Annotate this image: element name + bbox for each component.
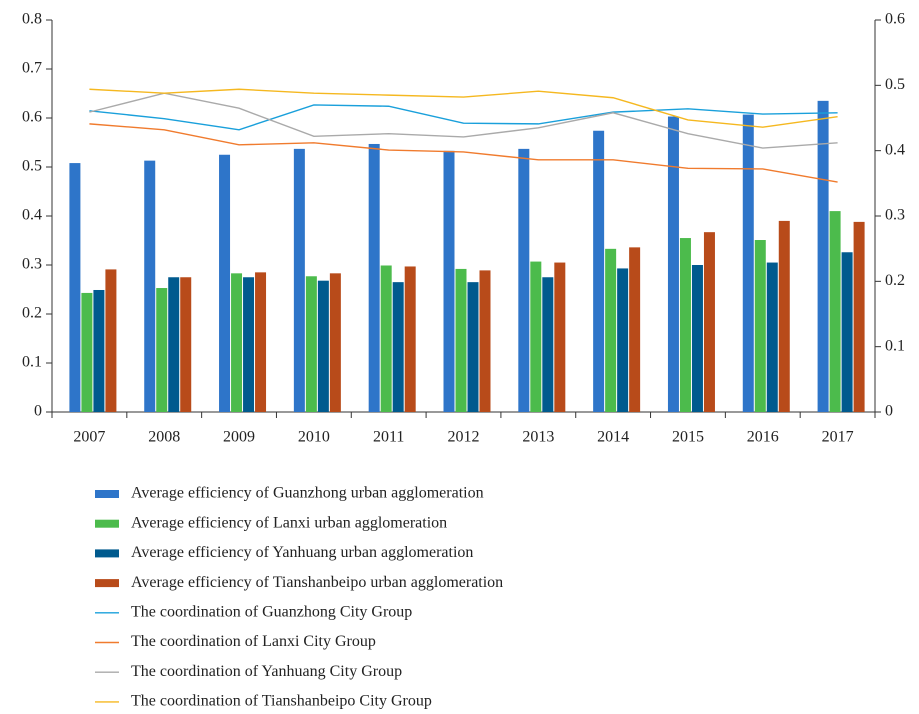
bar [754,240,766,412]
y-tick-label: 0.5 [22,158,42,175]
bar [455,268,467,412]
bar [829,211,841,412]
bar [380,265,392,412]
bar [554,262,566,412]
bar [518,148,530,412]
bar [443,150,455,412]
y-tick-label: 0.1 [22,354,42,371]
bar [317,280,329,412]
bar [530,261,542,412]
y2-tick-label: 0.6 [885,11,905,28]
y-tick-label: 0.6 [22,109,42,126]
bar [243,277,255,412]
bar [293,148,305,412]
legend-label: The coordination of Guanzhong City Group [131,603,412,620]
bar [231,273,243,412]
x-tick-label: 2010 [298,429,330,446]
bar [404,266,416,412]
legend-label: Average efficiency of Yanhuang urban agg… [131,544,473,561]
y-tick-label: 0.2 [22,305,42,322]
y2-tick-label: 0.3 [885,207,905,224]
line [89,92,838,149]
bar [667,116,679,412]
bar [180,277,192,412]
bar [542,277,554,412]
x-tick-label: 2008 [148,429,180,446]
bar [853,221,865,412]
y-tick-label: 0.4 [22,207,42,224]
bar [368,143,380,412]
legend-label: Average efficiency of Guanzhong urban ag… [131,485,484,502]
bar [593,130,605,413]
legend-label: The coordination of Lanxi City Group [131,633,376,650]
y2-tick-label: 0.5 [885,76,905,93]
x-tick-label: 2007 [73,429,105,446]
bar [219,154,231,412]
legend-label: Average efficiency of Tianshanbeipo urba… [131,574,503,591]
bar [81,292,93,412]
bar [255,272,267,412]
x-tick-label: 2013 [522,429,554,446]
legend-label: Average efficiency of Lanxi urban agglom… [131,514,447,531]
legend-swatch [95,490,119,498]
y-tick-label: 0.3 [22,256,42,273]
y2-tick-label: 0 [885,403,893,420]
legend-label: The coordination of Yanhuang City Group [131,663,402,680]
bar [144,160,156,412]
bar [168,277,180,412]
x-tick-label: 2016 [747,429,779,446]
bar [817,100,829,412]
x-tick-label: 2014 [597,429,629,446]
bar [605,248,617,412]
legend-swatch [95,519,119,528]
line [89,123,838,183]
bar [778,220,790,412]
bar [679,238,691,412]
bar [305,276,317,412]
bar [766,262,778,412]
line [89,88,838,128]
bar [841,252,853,412]
legend-label: The coordination of Tianshanbeipo City G… [131,693,432,710]
bar [69,163,81,412]
y-tick-label: 0.8 [22,11,42,28]
x-tick-label: 2017 [822,429,854,446]
bar [467,282,479,412]
bar [691,265,703,412]
y2-tick-label: 0.1 [885,337,905,354]
legend-swatch [95,549,119,558]
bar [617,268,629,412]
bar [703,232,715,412]
x-tick-label: 2015 [672,429,704,446]
y-tick-label: 0.7 [22,60,42,77]
legend-swatch [95,579,119,588]
y2-tick-label: 0.2 [885,272,905,289]
bar [93,289,105,412]
bar [105,269,117,412]
bar [329,273,341,412]
bar [392,282,404,412]
line [89,104,838,131]
bar [742,114,754,412]
x-tick-label: 2012 [448,429,480,446]
bar [479,270,491,412]
y2-tick-label: 0.4 [885,141,905,158]
bar [156,288,168,412]
bar [629,247,641,412]
y-tick-label: 0 [34,403,42,420]
x-tick-label: 2011 [373,429,404,446]
x-tick-label: 2009 [223,429,255,446]
